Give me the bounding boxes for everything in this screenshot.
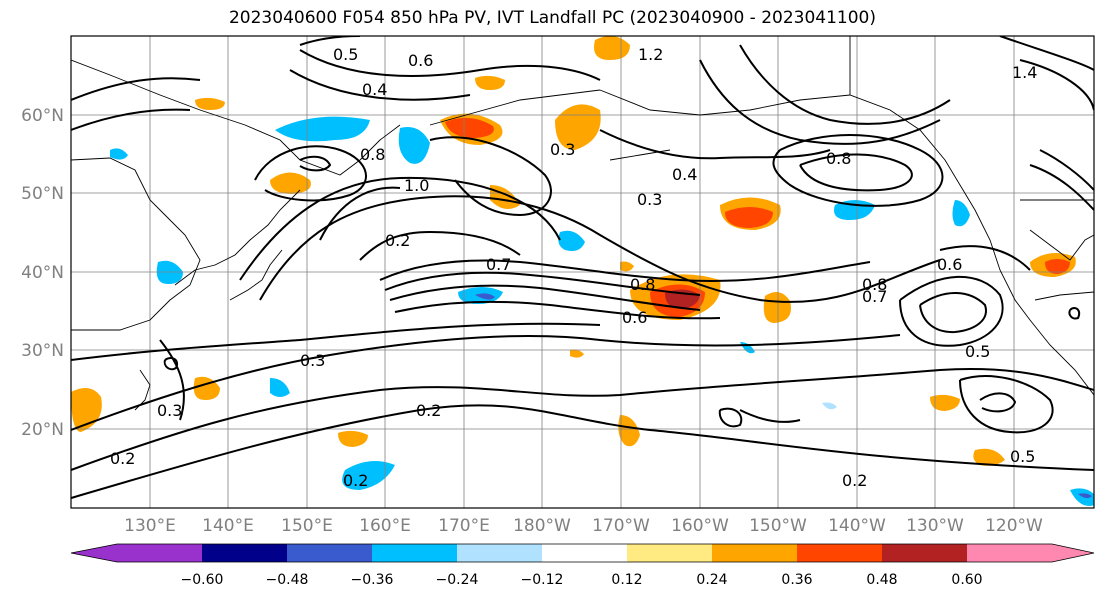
svg-text:160°E: 160°E [359, 516, 411, 536]
lat-labels: 60°N 50°N 40°N 30°N 20°N [21, 106, 64, 440]
colorbar-segment [202, 544, 287, 562]
svg-text:30°N: 30°N [21, 341, 64, 361]
svg-text:150°W: 150°W [749, 516, 807, 536]
svg-text:0.2: 0.2 [110, 449, 135, 468]
colorbar-extend-high [1052, 544, 1094, 562]
svg-text:1.2: 1.2 [638, 45, 663, 64]
colorbar-segment [882, 544, 967, 562]
colorbar-segment [457, 544, 542, 562]
svg-text:180°W: 180°W [513, 516, 571, 536]
colorbar-segment [712, 544, 797, 562]
colorbar-segment [372, 544, 457, 562]
svg-text:0.5: 0.5 [333, 45, 358, 64]
contour-labels: 1.0 0.8 0.8 0.8 0.8 0.7 0.7 0.6 0.6 0.6 … [110, 45, 1037, 490]
svg-text:0.5: 0.5 [1010, 447, 1035, 466]
svg-text:−0.12: −0.12 [521, 572, 564, 588]
svg-text:0.8: 0.8 [630, 275, 655, 294]
svg-text:40°N: 40°N [21, 263, 64, 283]
pv-anomaly-fills [71, 36, 1094, 506]
svg-text:0.3: 0.3 [300, 351, 325, 370]
colorbar-segment [542, 544, 627, 562]
colorbar: −0.60 −0.48 −0.36 −0.24 −0.12 0.12 0.24 … [70, 543, 1095, 588]
svg-text:0.8: 0.8 [862, 275, 887, 294]
svg-text:0.4: 0.4 [362, 80, 387, 99]
svg-text:−0.60: −0.60 [181, 572, 224, 588]
svg-text:−0.24: −0.24 [436, 572, 479, 588]
svg-text:0.4: 0.4 [672, 165, 697, 184]
svg-text:0.2: 0.2 [385, 231, 410, 250]
svg-text:−0.36: −0.36 [351, 572, 394, 588]
svg-text:130°E: 130°E [124, 516, 176, 536]
colorbar-segment [287, 544, 372, 562]
svg-text:0.6: 0.6 [408, 51, 433, 70]
colorbar-segment [627, 544, 712, 562]
svg-text:−0.48: −0.48 [266, 572, 309, 588]
svg-text:0.7: 0.7 [486, 255, 511, 274]
svg-text:1.0: 1.0 [404, 176, 429, 195]
svg-text:1.4: 1.4 [1012, 63, 1037, 82]
svg-text:0.3: 0.3 [550, 140, 575, 159]
svg-text:60°N: 60°N [21, 106, 64, 126]
svg-text:0.3: 0.3 [157, 401, 182, 420]
colorbar-segment [967, 544, 1052, 562]
map-frame [70, 35, 1095, 509]
svg-text:0.6: 0.6 [937, 255, 962, 274]
svg-text:140°W: 140°W [828, 516, 886, 536]
svg-text:0.24: 0.24 [696, 572, 727, 588]
svg-text:140°E: 140°E [202, 516, 254, 536]
svg-text:0.3: 0.3 [637, 190, 662, 209]
svg-text:170°W: 170°W [592, 516, 650, 536]
svg-text:0.36: 0.36 [781, 572, 812, 588]
svg-text:50°N: 50°N [21, 184, 64, 204]
pv-contours [71, 36, 1094, 499]
svg-text:150°E: 150°E [281, 516, 333, 536]
svg-text:0.8: 0.8 [360, 145, 385, 164]
svg-text:0.2: 0.2 [343, 471, 368, 490]
svg-text:130°W: 130°W [906, 516, 964, 536]
svg-text:0.8: 0.8 [826, 149, 851, 168]
svg-text:170°E: 170°E [438, 516, 490, 536]
svg-text:0.7: 0.7 [862, 287, 887, 306]
svg-text:0.2: 0.2 [416, 401, 441, 420]
svg-text:0.6: 0.6 [622, 308, 647, 327]
svg-text:0.60: 0.60 [951, 572, 982, 588]
gridlines [71, 36, 1094, 508]
lon-labels: 130°E 140°E 150°E 160°E 170°E 180°W 170°… [124, 516, 1043, 536]
svg-text:0.12: 0.12 [611, 572, 642, 588]
svg-text:0.2: 0.2 [842, 471, 867, 490]
svg-text:160°W: 160°W [671, 516, 729, 536]
colorbar-segment [117, 544, 202, 562]
map-title: 2023040600 F054 850 hPa PV, IVT Landfall… [228, 8, 876, 28]
svg-text:120°W: 120°W [985, 516, 1043, 536]
svg-text:0.48: 0.48 [866, 572, 897, 588]
colorbar-segment [797, 544, 882, 562]
svg-text:0.5: 0.5 [965, 342, 990, 361]
colorbar-extend-low [71, 544, 117, 562]
svg-text:20°N: 20°N [21, 420, 64, 440]
